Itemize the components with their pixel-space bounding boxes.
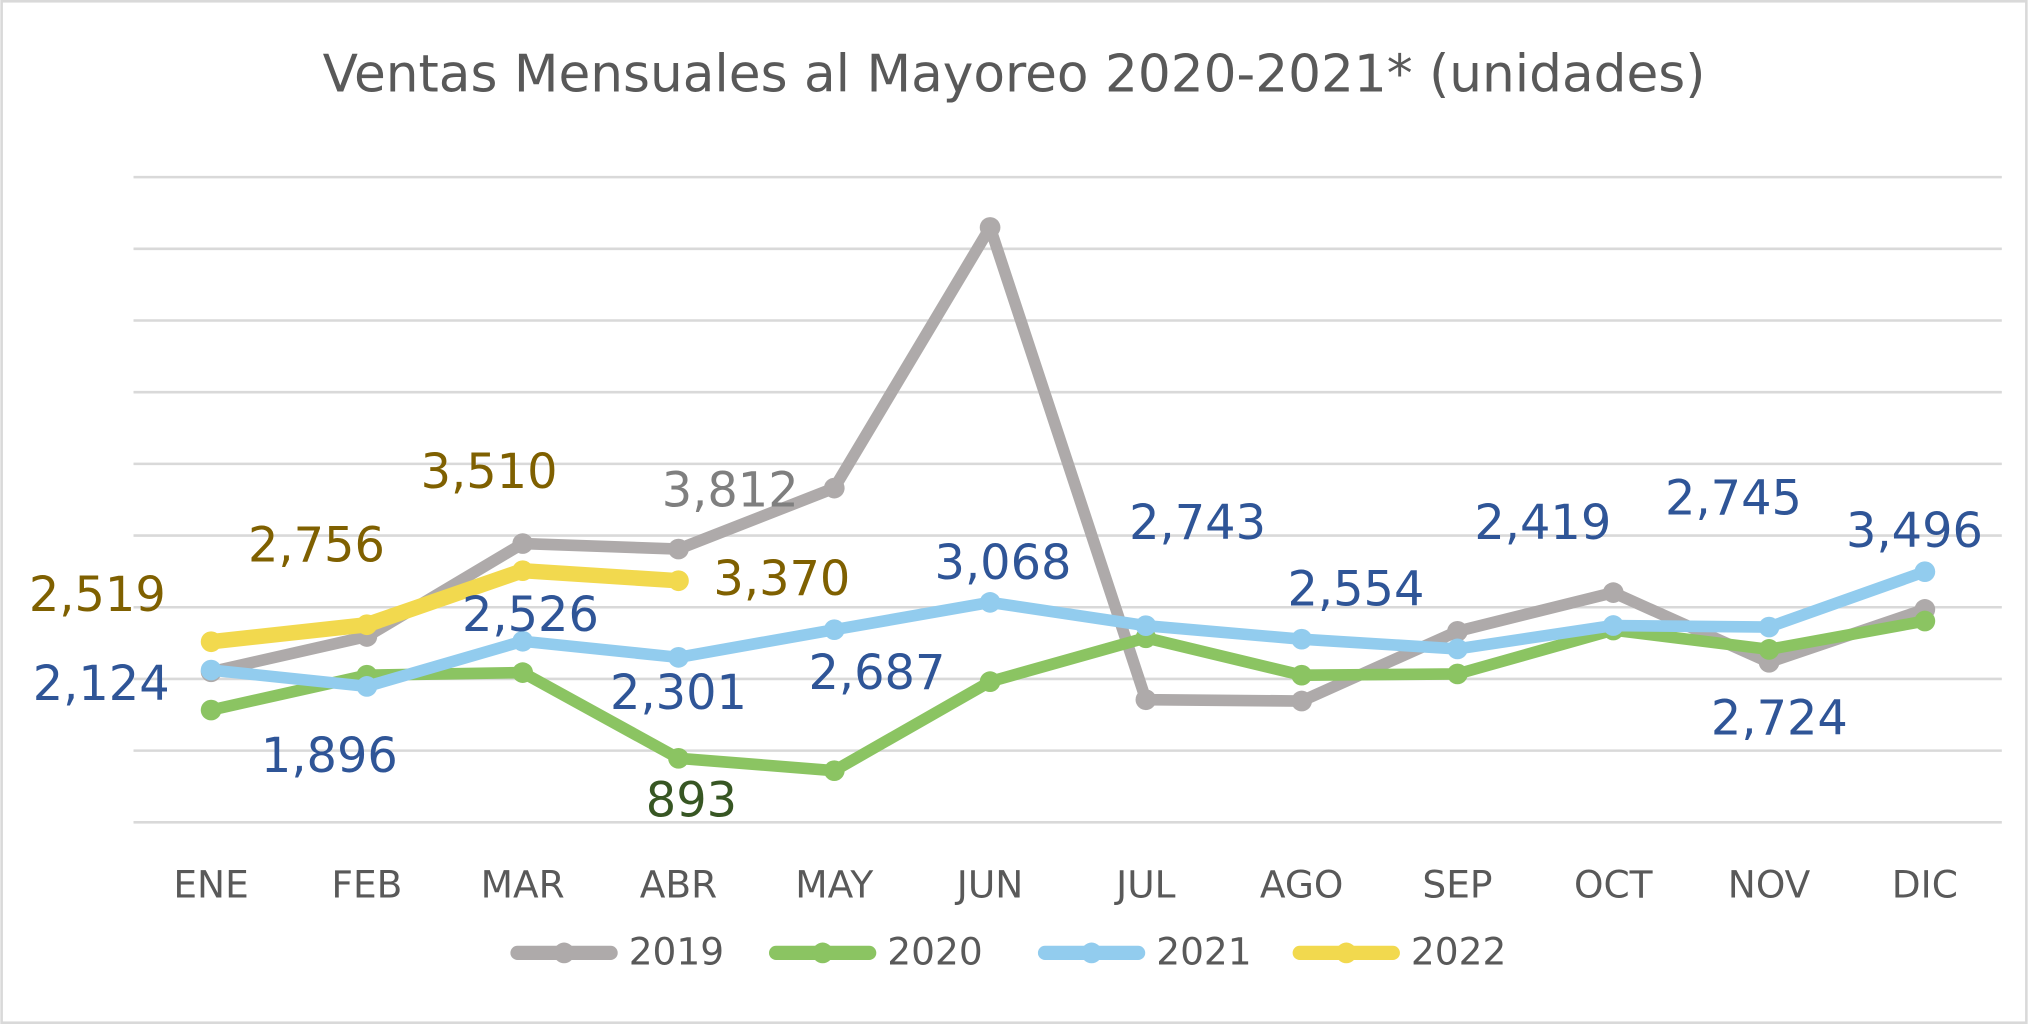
legend-label: 2022 xyxy=(1411,930,1506,974)
data-point xyxy=(668,747,689,769)
data-point xyxy=(1291,664,1313,686)
data-label: 3,370 xyxy=(713,552,850,607)
x-tick-label: ABR xyxy=(640,862,717,906)
data-point xyxy=(200,699,222,721)
data-point xyxy=(1447,663,1468,685)
legend-label: 2021 xyxy=(1156,930,1251,974)
x-tick-label: AGO xyxy=(1260,862,1344,906)
x-tick-label: SEP xyxy=(1422,862,1492,906)
data-point xyxy=(979,592,1001,613)
data-point xyxy=(512,662,534,683)
x-tick-label: NOV xyxy=(1728,862,1811,906)
data-point xyxy=(200,631,222,653)
data-point xyxy=(1758,639,1780,660)
data-point xyxy=(1914,561,1936,583)
x-tick-label: OCT xyxy=(1574,862,1653,906)
data-label: 2,687 xyxy=(808,646,945,701)
data-point xyxy=(823,760,845,782)
data-point xyxy=(979,671,1001,692)
data-label: 893 xyxy=(646,774,737,829)
data-point xyxy=(512,560,534,582)
data-label: 2,743 xyxy=(1129,496,1266,551)
data-point xyxy=(668,570,689,592)
data-label: 2,526 xyxy=(462,588,599,643)
legend-marker xyxy=(812,942,833,964)
legend-marker xyxy=(553,942,575,964)
x-tick-label: FEB xyxy=(331,862,402,906)
data-point xyxy=(1914,610,1936,632)
data-label: 2,745 xyxy=(1665,471,1802,526)
legend-marker xyxy=(1081,942,1102,964)
data-label: 3,510 xyxy=(421,445,558,500)
data-point xyxy=(1135,615,1157,637)
data-point xyxy=(823,619,845,641)
data-label: 1,896 xyxy=(261,729,398,784)
data-label: 2,724 xyxy=(1711,691,1848,746)
data-label: 2,419 xyxy=(1474,496,1611,551)
data-label: 2,124 xyxy=(33,657,170,712)
data-point xyxy=(668,647,689,668)
x-tick-label: ENE xyxy=(173,862,248,906)
data-label: 3,496 xyxy=(1846,504,1983,559)
legend-marker xyxy=(1335,942,1357,964)
x-tick-label: JUL xyxy=(1114,862,1175,906)
data-point xyxy=(512,533,534,554)
data-label: 3,068 xyxy=(935,536,1072,591)
chart-title: Ventas Mensuales al Mayoreo 2020-2021* (… xyxy=(323,45,1706,105)
data-point xyxy=(823,477,845,499)
data-label: 2,301 xyxy=(610,666,747,721)
series-line xyxy=(203,562,687,650)
data-label: 2,756 xyxy=(248,518,385,573)
data-point xyxy=(1758,616,1780,638)
x-tick-label: JUN xyxy=(955,862,1024,906)
data-point xyxy=(200,659,222,681)
series-line xyxy=(205,615,1931,777)
legend-label: 2020 xyxy=(887,930,982,974)
data-label: 2,519 xyxy=(29,568,166,623)
data-point xyxy=(356,614,378,636)
data-point xyxy=(1291,628,1313,650)
data-point xyxy=(979,217,1001,238)
data-point xyxy=(1291,690,1313,712)
data-point xyxy=(668,538,689,560)
data-point xyxy=(1602,582,1624,603)
x-tick-label: MAR xyxy=(481,862,565,906)
data-label: 3,812 xyxy=(662,463,799,518)
legend-label: 2019 xyxy=(629,930,724,974)
series-line xyxy=(205,565,1931,693)
data-point xyxy=(1447,638,1468,660)
data-point xyxy=(512,630,534,652)
data-point xyxy=(356,676,378,697)
data-point xyxy=(1447,620,1468,642)
series-line xyxy=(205,221,1931,707)
x-tick-label: MAY xyxy=(795,862,873,906)
data-point xyxy=(1602,615,1624,636)
data-label: 2,554 xyxy=(1288,563,1425,618)
data-point xyxy=(1135,689,1157,711)
x-tick-label: DIC xyxy=(1892,862,1958,906)
